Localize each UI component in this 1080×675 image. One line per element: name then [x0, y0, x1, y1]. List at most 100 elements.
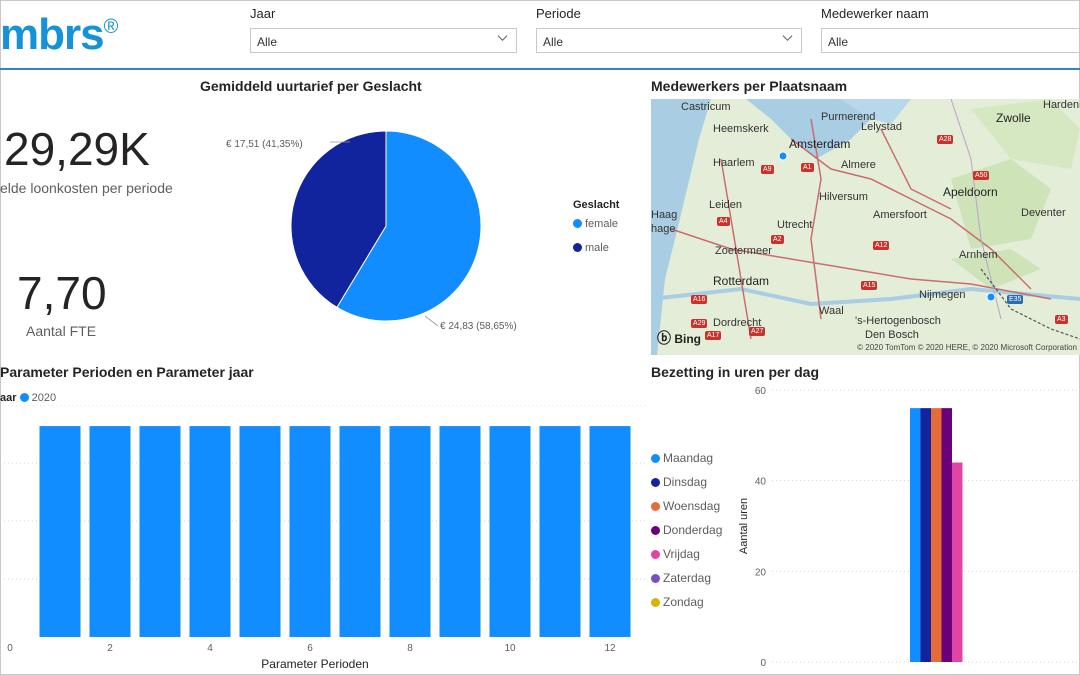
day-bar-dinsdag[interactable]	[920, 408, 932, 662]
day-legend-item[interactable]: Woensdag	[651, 499, 720, 513]
day-bar-woensdag[interactable]	[931, 408, 942, 662]
map-place: Rotterdam	[713, 274, 770, 288]
map-road: A17	[705, 331, 722, 340]
map-place: Haarlem	[713, 157, 755, 169]
map-place: Waal	[819, 305, 844, 317]
period-bar[interactable]	[539, 426, 581, 637]
slicer-jaar-label: Jaar	[250, 6, 276, 21]
map-place: Almere	[841, 159, 876, 171]
map-place: Heemskerk	[713, 123, 769, 135]
pie-slice-female[interactable]	[336, 130, 482, 322]
x-tick-label: 12	[604, 643, 616, 654]
period-bar[interactable]	[589, 426, 631, 637]
map-place: Amsterdam	[789, 137, 851, 151]
period-bar[interactable]	[389, 426, 431, 637]
legend-dot-icon	[651, 598, 660, 607]
slicer-medewerker-dropdown[interactable]: Alle	[821, 28, 1080, 53]
day-bar-maandag[interactable]	[910, 408, 921, 662]
pie-leader-line	[424, 315, 439, 327]
day-legend-item[interactable]: Zaterdag	[651, 571, 711, 585]
map-place: Utrecht	[777, 219, 813, 231]
map-place: Zwolle	[996, 111, 1031, 125]
map-place: hage	[651, 223, 676, 235]
day-legend-item[interactable]: Vrijdag	[651, 547, 700, 561]
period-bar[interactable]	[289, 426, 331, 637]
map-road: A3	[1055, 315, 1068, 324]
map-place: Hardenb	[1043, 99, 1080, 111]
slicer-jaar-dropdown[interactable]: Alle	[250, 28, 517, 53]
map-place: Dordrecht	[713, 317, 762, 329]
map-place: Arnhem	[959, 249, 998, 261]
legend-dot-icon	[573, 219, 582, 228]
map-road: A2	[771, 235, 784, 244]
bing-b-icon: ⓑ	[657, 330, 671, 346]
map-copyright: © 2020 TomTom © 2020 HERE, © 2020 Micros…	[857, 343, 1077, 352]
map-road: A4	[717, 217, 730, 226]
map-place: Amersfoort	[873, 209, 927, 221]
slicer-periode: Periode Alle	[536, 6, 802, 53]
map-road: A28	[937, 135, 954, 144]
slicer-periode-value: Alle	[543, 35, 564, 49]
map-place: Purmerend	[821, 111, 876, 123]
pie-slice-male[interactable]	[290, 130, 387, 309]
map-road: A29	[691, 319, 708, 328]
day-legend-item[interactable]: Donderdag	[651, 523, 722, 537]
y-tick-label: 0	[760, 658, 766, 669]
pie-legend-male[interactable]: male	[573, 242, 609, 254]
bing-logo: ⓑ Bing	[657, 330, 702, 346]
slicer-medewerker: Medewerker naam Alle	[821, 6, 1080, 53]
x-tick-label: 6	[307, 643, 313, 654]
legend-dot-icon	[19, 393, 29, 402]
map-place: Zoetermeer	[715, 245, 772, 257]
legend-dot-icon	[651, 550, 660, 559]
period-bar[interactable]	[39, 426, 81, 637]
period-bar[interactable]	[139, 426, 181, 637]
map-place: Deventer	[1021, 207, 1066, 219]
kpi-loonkosten-label: elde loonkosten per periode	[0, 180, 173, 196]
period-bar-chart[interactable]: 0 2 4 6 8 10 12 Parameter Perioden	[0, 405, 645, 675]
pie-legend-female[interactable]: female	[573, 218, 618, 230]
slicer-medewerker-label: Medewerker naam	[821, 6, 929, 21]
map-road: A15	[861, 281, 878, 290]
period-bar[interactable]	[489, 426, 531, 637]
bar-chart-title: Parameter Perioden en Parameter jaar	[0, 364, 254, 380]
period-bar[interactable]	[189, 426, 231, 637]
map-place: Hilversum	[819, 191, 868, 203]
y-tick-label: 20	[755, 567, 767, 578]
period-bar[interactable]	[439, 426, 481, 637]
map-place: Haag	[651, 209, 678, 221]
day-legend-item[interactable]: Zondag	[651, 595, 704, 609]
legend-dot-icon	[651, 526, 660, 535]
kpi-fte-value: 7,70	[17, 267, 107, 319]
bar-legend-year[interactable]: 2020	[31, 392, 57, 404]
x-tick-label: 10	[504, 643, 516, 654]
period-bar[interactable]	[239, 426, 281, 637]
x-tick-label: 4	[207, 643, 213, 654]
x-tick-label: 2	[107, 643, 113, 654]
day-legend-item[interactable]: Dinsdag	[651, 475, 707, 489]
period-bar[interactable]	[339, 426, 381, 637]
slicer-jaar-value: Alle	[257, 35, 278, 49]
day-legend-item[interactable]: Maandag	[651, 451, 713, 465]
map-road: A27	[749, 327, 766, 336]
kpi-fte-label: Aantal FTE	[26, 323, 97, 339]
map-road: A16	[691, 295, 708, 304]
y-axis-title: Aantal uren	[738, 498, 750, 554]
map-place: Lelystad	[861, 121, 902, 133]
day-bar-donderdag[interactable]	[941, 408, 953, 662]
header-divider	[0, 68, 1080, 70]
pie-legend-title: Geslacht	[573, 199, 620, 211]
day-chart-title: Bezetting in uren per dag	[651, 364, 820, 380]
map-canvas[interactable]: Castricum Purmerend Lelystad Zwolle Hard…	[651, 99, 1080, 355]
day-bar-chart[interactable]: 0 20 40 60 Aantal uren	[730, 380, 1080, 670]
brand-logo: mbrs®	[0, 10, 118, 59]
slicer-periode-dropdown[interactable]: Alle	[536, 28, 802, 53]
day-bar-vrijdag[interactable]	[952, 462, 963, 662]
map-place: Den Bosch	[865, 329, 919, 341]
legend-dot-icon	[573, 243, 582, 252]
y-tick-label: 60	[755, 386, 767, 397]
legend-dot-icon	[651, 502, 660, 511]
pie-chart[interactable]	[280, 120, 492, 332]
map-place: Nijmegen	[919, 289, 966, 301]
period-bar[interactable]	[89, 426, 131, 637]
